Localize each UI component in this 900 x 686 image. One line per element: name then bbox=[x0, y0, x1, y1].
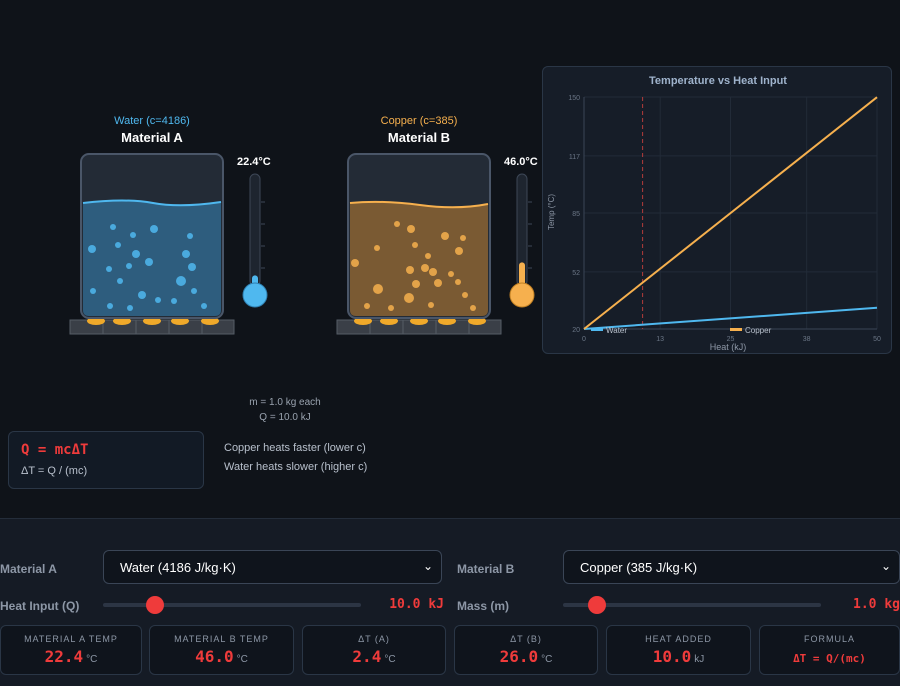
material-a-label: Material A bbox=[0, 562, 57, 576]
temperature-chart: Temperature vs Heat Input Heat (kJ) Temp… bbox=[547, 75, 881, 352]
stat-unit: °C bbox=[541, 654, 553, 665]
heat-input-label: Heat Input (Q) bbox=[0, 599, 80, 613]
formula-card: Q = mcΔT ΔT = Q / (mc) bbox=[8, 431, 204, 489]
stat-label: MATERIAL A TEMP bbox=[24, 634, 118, 644]
stat-card-material-a-temp: MATERIAL A TEMP 22.4 °C bbox=[0, 625, 142, 675]
stat-label: ΔT (B) bbox=[510, 634, 542, 644]
chart-legend-swatch bbox=[591, 328, 603, 331]
stat-value: 10.0 bbox=[652, 647, 692, 666]
stat-card-material-b-temp: MATERIAL B TEMP 46.0 °C bbox=[149, 625, 294, 675]
stat-card-formula: FORMULA ΔT = Q/(mc) bbox=[759, 625, 900, 675]
chart-title: Temperature vs Heat Input bbox=[649, 75, 787, 87]
formula-main: Q = mcΔT bbox=[21, 442, 89, 458]
stat-value: 46.0 bbox=[195, 647, 234, 666]
chart-y-tick-label: 20 bbox=[572, 327, 580, 334]
stat-unit: °C bbox=[384, 654, 396, 665]
stat-label: FORMULA bbox=[803, 634, 855, 644]
chart-x-tick-label: 38 bbox=[803, 336, 811, 343]
material-a-temp-readout: 22.4°C bbox=[237, 156, 271, 168]
heat-value: 10.0 kJ bbox=[389, 597, 444, 612]
chart-x-tick-label: 13 bbox=[656, 336, 664, 343]
thermometer-b bbox=[509, 173, 535, 308]
chart-y-axis-label: Temp (°C) bbox=[547, 194, 556, 230]
stat-card-delta-a: ΔT (A) 2.4 °C bbox=[302, 625, 446, 675]
material-b-select-value: Copper (385 J/kg·K) bbox=[580, 560, 698, 575]
mass-value: 1.0 kg bbox=[853, 597, 900, 612]
beaker-b bbox=[336, 153, 502, 335]
thermometer-a bbox=[242, 173, 268, 308]
stat-value: 26.0 bbox=[499, 647, 539, 666]
formula-sub: ΔT = Q / (mc) bbox=[21, 465, 88, 477]
mass-slider-track[interactable] bbox=[563, 603, 821, 607]
material-b-subtitle: Copper (c=385) bbox=[380, 115, 458, 127]
chevron-down-icon: ⌄ bbox=[422, 559, 433, 573]
stat-label: HEAT ADDED bbox=[645, 634, 712, 644]
chart-y-tick-label: 85 bbox=[572, 211, 580, 218]
mass-info: m = 1.0 kg each bbox=[249, 397, 321, 408]
note-copper: Copper heats faster (lower c) bbox=[224, 442, 366, 454]
material-a-subtitle: Water (c=4186) bbox=[114, 115, 190, 127]
chart-x-tick-label: 25 bbox=[727, 336, 735, 343]
material-b-select[interactable]: Copper (385 J/kg·K) ⌄ bbox=[563, 550, 900, 584]
heat-slider-thumb[interactable] bbox=[145, 596, 164, 614]
heat-info: Q = 10.0 kJ bbox=[259, 412, 311, 423]
chart-legend-label: Copper bbox=[745, 326, 772, 335]
mass-label: Mass (m) bbox=[457, 599, 510, 613]
material-b-temp-readout: 46.0°C bbox=[504, 156, 538, 168]
stat-unit: °C bbox=[236, 654, 248, 665]
material-a-select[interactable]: Water (4186 J/kg·K) ⌄ bbox=[103, 550, 442, 584]
chevron-down-icon: ⌄ bbox=[880, 559, 891, 573]
stat-unit: kJ bbox=[694, 654, 705, 665]
chart-series-water bbox=[583, 306, 878, 330]
mass-slider-thumb[interactable] bbox=[587, 596, 606, 614]
stat-unit: °C bbox=[86, 654, 98, 665]
stat-value: 2.4 bbox=[352, 647, 382, 666]
chart-y-tick-label: 150 bbox=[568, 95, 580, 102]
material-a-select-value: Water (4186 J/kg·K) bbox=[120, 560, 236, 575]
chart-y-tick-label: 117 bbox=[569, 154, 580, 161]
chart-x-tick-label: 0 bbox=[582, 336, 586, 343]
chart-y-tick-label: 52 bbox=[572, 270, 580, 277]
stat-label: MATERIAL B TEMP bbox=[174, 634, 269, 644]
note-water: Water heats slower (higher c) bbox=[224, 461, 368, 473]
material-a-title: Material A bbox=[121, 130, 183, 145]
heat-slider-track[interactable] bbox=[103, 603, 361, 607]
chart-legend-label: Water bbox=[606, 326, 627, 335]
stat-value: 22.4 bbox=[44, 647, 84, 666]
stat-card-heat-added: HEAT ADDED 10.0 kJ bbox=[606, 625, 751, 675]
chart-x-tick-label: 50 bbox=[873, 336, 881, 343]
chart-legend-swatch bbox=[730, 328, 742, 331]
chart-panel: Temperature vs Heat Input Heat (kJ) Temp… bbox=[542, 66, 892, 354]
material-b-label: Material B bbox=[457, 562, 515, 576]
beaker-a bbox=[69, 153, 235, 335]
chart-x-axis-label: Heat (kJ) bbox=[710, 342, 747, 352]
chart-series-copper bbox=[583, 96, 878, 330]
stat-formula: ΔT = Q/(mc) bbox=[793, 652, 866, 665]
material-b-title: Material B bbox=[387, 130, 451, 145]
stat-card-delta-b: ΔT (B) 26.0 °C bbox=[454, 625, 598, 675]
stat-label: ΔT (A) bbox=[358, 634, 390, 644]
